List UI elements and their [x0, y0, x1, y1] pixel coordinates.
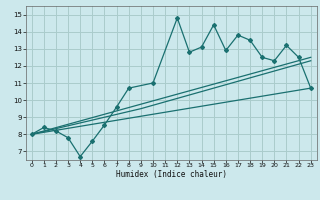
X-axis label: Humidex (Indice chaleur): Humidex (Indice chaleur): [116, 170, 227, 179]
